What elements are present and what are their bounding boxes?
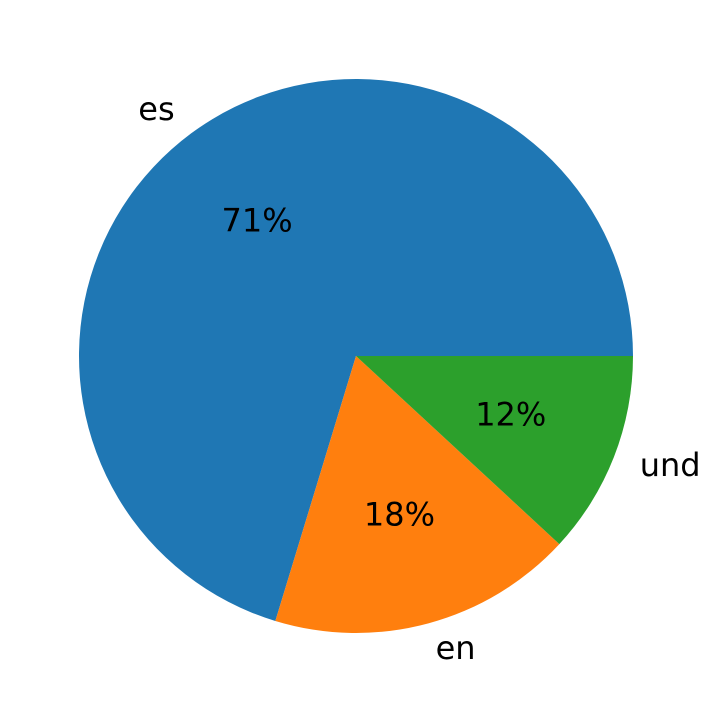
percent-label: 12%: [475, 396, 546, 434]
percent-label: 71%: [221, 201, 292, 239]
pie-slice: [78, 78, 633, 621]
slice-label: en: [436, 629, 476, 667]
slice-label: und: [640, 446, 701, 484]
pie-slice: [356, 356, 633, 545]
percent-label: 18%: [364, 495, 435, 533]
slice-label: es: [138, 90, 174, 128]
pie-slice: [275, 356, 560, 633]
